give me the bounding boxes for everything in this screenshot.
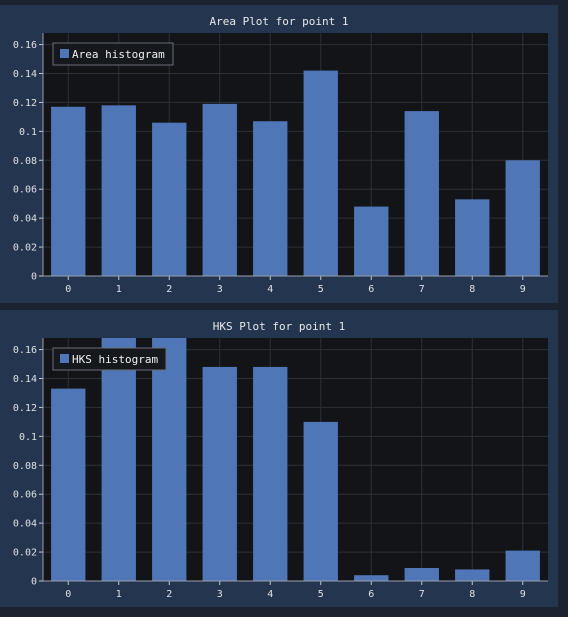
bar-5[interactable] <box>303 70 338 276</box>
x-tick-label: 4 <box>267 284 273 295</box>
bar-0[interactable] <box>51 106 86 277</box>
legend-swatch <box>60 354 69 363</box>
x-tick-label: 4 <box>267 589 273 600</box>
x-tick-label: 3 <box>217 589 223 600</box>
chart-title: HKS Plot for point 1 <box>213 320 345 333</box>
bar-3[interactable] <box>202 366 237 581</box>
y-tick-label: 0.16 <box>13 40 37 51</box>
y-tick-label: 0.08 <box>13 156 37 167</box>
bar-7[interactable] <box>404 567 439 581</box>
x-tick-label: 0 <box>65 589 71 600</box>
area-plot-panel: Area Plot for point 1 0 0.02 0.04 0.06 0.08 0.… <box>0 5 558 303</box>
x-tick-label: 3 <box>217 284 223 295</box>
x-tick-label: 2 <box>166 284 172 295</box>
y-tick-label: 0 <box>31 577 37 588</box>
chart-title: Area Plot for point 1 <box>209 15 348 28</box>
y-tick-label: 0.16 <box>13 345 37 356</box>
bar-6[interactable] <box>354 206 389 276</box>
bar-9[interactable] <box>505 160 540 276</box>
bar-1[interactable] <box>101 105 136 276</box>
hks-plot-panel: HKS Plot for point 1 0 0.02 0.04 0.06 0.08 0.1… <box>0 310 558 607</box>
y-tick-label: 0.12 <box>13 403 37 414</box>
bar-5[interactable] <box>303 421 338 581</box>
bar-2[interactable] <box>152 122 187 276</box>
x-tick-label: 9 <box>520 284 526 295</box>
bar-4[interactable] <box>253 366 288 581</box>
bar-8[interactable] <box>455 199 490 276</box>
x-tick-label: 8 <box>469 284 475 295</box>
y-tick-label: 0.1 <box>19 432 37 443</box>
hks-plot-svg: HKS Plot for point 1 0 0.02 0.04 0.06 0.08 0.1… <box>13 320 548 600</box>
x-tick-label: 5 <box>318 589 324 600</box>
x-tick-label: 9 <box>520 589 526 600</box>
x-tick-label: 1 <box>116 284 122 295</box>
x-tick-label: 8 <box>469 589 475 600</box>
legend[interactable]: HKS histogram <box>52 347 167 371</box>
y-tick-label: 0 <box>31 272 37 283</box>
bar-6[interactable] <box>354 575 389 581</box>
bar-8[interactable] <box>455 569 490 581</box>
bar-1[interactable] <box>101 338 136 581</box>
y-tick-label: 0.14 <box>13 374 37 385</box>
x-tick-label: 7 <box>419 284 425 295</box>
legend-box <box>52 42 174 66</box>
y-tick-label: 0.06 <box>13 185 37 196</box>
y-tick-label: 0.06 <box>13 490 37 501</box>
bar-0[interactable] <box>51 388 86 581</box>
y-tick-label: 0.14 <box>13 69 37 80</box>
legend-label: HKS histogram <box>72 353 158 366</box>
x-tick-label: 6 <box>368 589 374 600</box>
x-tick-label: 6 <box>368 284 374 295</box>
legend-swatch <box>60 49 69 58</box>
x-tick-label: 1 <box>116 589 122 600</box>
x-tick-label: 7 <box>419 589 425 600</box>
bar-4[interactable] <box>253 121 288 276</box>
bar-7[interactable] <box>404 111 439 276</box>
y-tick-label: 0.1 <box>19 127 37 138</box>
legend-label: Area histogram <box>72 48 165 61</box>
y-tick-label: 0.02 <box>13 548 37 559</box>
bar-2[interactable] <box>152 338 187 581</box>
y-tick-label: 0.08 <box>13 461 37 472</box>
x-tick-label: 0 <box>65 284 71 295</box>
bar-3[interactable] <box>202 103 237 276</box>
y-tick-label: 0.02 <box>13 243 37 254</box>
bar-9[interactable] <box>505 550 540 581</box>
x-tick-label: 5 <box>318 284 324 295</box>
y-tick-label: 0.12 <box>13 98 37 109</box>
legend-box <box>52 347 167 371</box>
legend[interactable]: Area histogram <box>52 42 174 66</box>
y-tick-label: 0.04 <box>13 214 37 225</box>
y-tick-label: 0.04 <box>13 519 37 530</box>
area-plot-svg: Area Plot for point 1 0 0.02 0.04 0.06 0.08 0.… <box>13 15 548 295</box>
x-tick-label: 2 <box>166 589 172 600</box>
